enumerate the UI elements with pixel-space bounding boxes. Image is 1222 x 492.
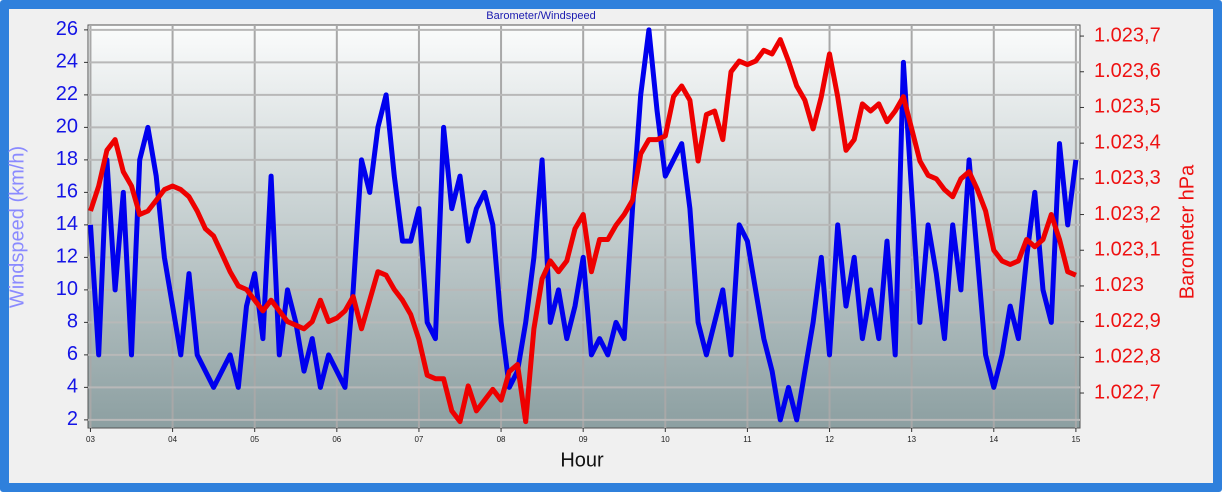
y2-tick-label: 1.023,2 (1094, 203, 1161, 225)
x-tick-label: 11 (743, 435, 752, 444)
y2-axis-label: Barometer hPa (1176, 164, 1198, 299)
y2-tick-label: 1.023,7 (1094, 24, 1161, 46)
y2-tick-label: 1.023,5 (1094, 96, 1161, 118)
series-line (88, 37, 1077, 425)
series-line (88, 27, 1079, 423)
y-tick-label: 4 (67, 376, 78, 398)
x-tick-label: 08 (497, 435, 506, 444)
x-tick-label: 03 (86, 435, 95, 444)
y2-tick-label: 1.022,7 (1094, 381, 1161, 403)
y2-tick-label: 1.023,6 (1094, 60, 1161, 82)
x-tick-label: 05 (250, 435, 259, 444)
y-tick-label: 10 (56, 278, 78, 300)
y-tick-label: 16 (56, 181, 78, 203)
y-tick-label: 12 (56, 246, 78, 268)
y-tick-label: 8 (67, 311, 78, 333)
x-tick-label: 04 (168, 435, 177, 444)
x-tick-label: 06 (332, 435, 341, 444)
y-axis-label: Windspeed (km/h) (6, 146, 28, 308)
y2-tick-label: 1.023,3 (1094, 167, 1161, 189)
x-tick-label: 12 (825, 435, 834, 444)
y-tick-label: 2 (67, 408, 78, 430)
x-tick-label: 09 (579, 435, 588, 444)
y-tick-label: 14 (56, 213, 78, 235)
x-tick-label: 07 (414, 435, 423, 444)
y2-tick-label: 1.022,8 (1094, 346, 1161, 368)
y2-tick-label: 1.023,4 (1094, 131, 1161, 153)
chart-title: Barometer/Windspeed (486, 10, 595, 22)
y-tick-label: 20 (56, 116, 78, 138)
y-tick-label: 26 (56, 18, 78, 40)
y2-tick-label: 1.023 (1094, 274, 1144, 296)
y-tick-label: 18 (56, 148, 78, 170)
x-tick-label: 15 (1071, 435, 1080, 444)
x-tick-label: 14 (989, 435, 998, 444)
x-tick-label: 13 (907, 435, 916, 444)
x-axis-label: Hour (560, 449, 604, 471)
y-tick-label: 22 (56, 83, 78, 105)
y-tick-label: 24 (56, 51, 78, 73)
y2-tick-label: 1.022,9 (1094, 310, 1161, 332)
x-tick-label: 10 (661, 435, 670, 444)
y-tick-label: 6 (67, 343, 78, 365)
y2-tick-label: 1.023,1 (1094, 239, 1161, 261)
lines (88, 27, 1079, 425)
grid (88, 25, 1080, 428)
